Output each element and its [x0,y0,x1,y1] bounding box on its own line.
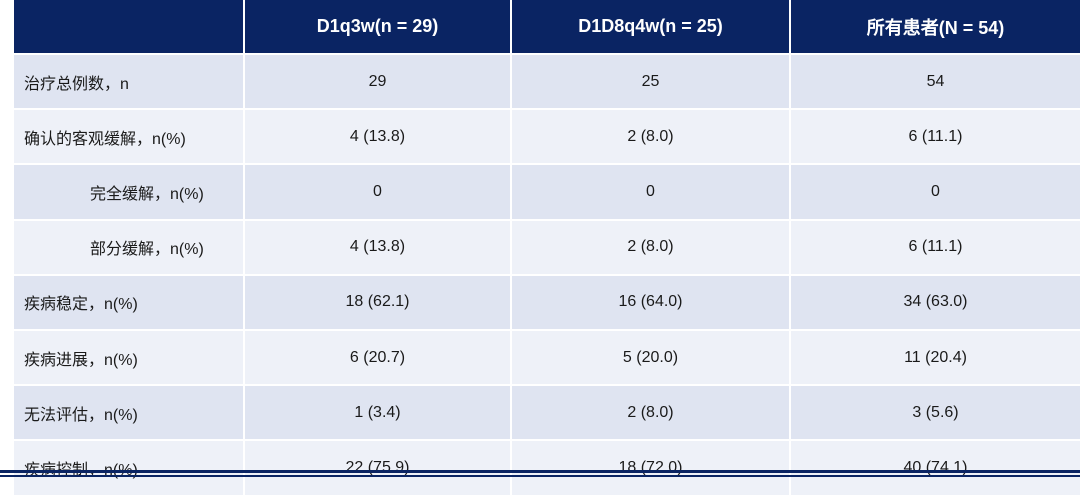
row-value-col-3: 34 (63.0) [790,273,1080,330]
header-d1d8q4w: D1D8q4w(n = 25) [511,0,791,54]
table-row: 完全缓解，n(%) 0 0 0 [14,163,1080,220]
row-value-col-3: 11 (20.4) [790,328,1080,386]
row-value-col-2: 2 (8.0) [511,218,791,275]
row-value-col-1: 4 (13.8) [244,218,512,275]
row-label: 治疗总例数，n [14,52,245,110]
row-label: 完全缓解，n(%) [14,163,245,220]
row-label: 部分缓解，n(%) [14,218,245,275]
row-value-col-3: 3 (5.6) [790,384,1080,441]
row-value-col-1: 18 (62.1) [244,273,512,330]
bottom-rule-secondary [0,475,1080,477]
efficacy-results-table: D1q3w(n = 29) D1D8q4w(n = 25) 所有患者(N = 5… [14,0,1080,495]
table-row: 疾病进展，n(%) 6 (20.7) 5 (20.0) 11 (20.4) [14,328,1080,386]
row-value-col-2: 16 (64.0) [511,273,791,330]
row-value-col-1: 6 (20.7) [244,328,512,386]
table-header-row: D1q3w(n = 29) D1D8q4w(n = 25) 所有患者(N = 5… [14,0,1080,54]
row-value-col-2: 2 (8.0) [511,384,791,441]
row-label: 疾病控制，n(%) [14,439,245,495]
row-value-col-3: 54 [790,52,1080,110]
table-row: 部分缓解，n(%) 4 (13.8) 2 (8.0) 6 (11.1) [14,218,1080,275]
header-all-patients: 所有患者(N = 54) [790,0,1080,54]
table-row: 确认的客观缓解，n(%) 4 (13.8) 2 (8.0) 6 (11.1) [14,108,1080,165]
row-value-col-2: 18 (72.0) [511,439,791,495]
row-value-col-3: 6 (11.1) [790,218,1080,275]
row-value-col-2: 0 [511,163,791,220]
table-row: 无法评估，n(%) 1 (3.4) 2 (8.0) 3 (5.6) [14,384,1080,441]
row-value-col-3: 0 [790,163,1080,220]
row-value-col-1: 1 (3.4) [244,384,512,441]
row-label: 确认的客观缓解，n(%) [14,108,245,165]
header-blank-cell [14,0,245,54]
row-value-col-2: 25 [511,52,791,110]
results-table-wrapper: D1q3w(n = 29) D1D8q4w(n = 25) 所有患者(N = 5… [14,0,1080,495]
header-d1q3w: D1q3w(n = 29) [244,0,512,54]
row-value-col-3: 40 (74.1) [790,439,1080,495]
table-row: 治疗总例数，n 29 25 54 [14,52,1080,110]
row-label: 无法评估，n(%) [14,384,245,441]
row-value-col-1: 4 (13.8) [244,108,512,165]
row-value-col-1: 0 [244,163,512,220]
row-label: 疾病稳定，n(%) [14,273,245,330]
table-row: 疾病控制，n(%)22 (75.9)18 (72.0)40 (74.1) [14,439,1080,495]
bottom-rule [0,470,1080,473]
row-value-col-3: 6 (11.1) [790,108,1080,165]
row-label: 疾病进展，n(%) [14,328,245,386]
table-row: 疾病稳定，n(%) 18 (62.1) 16 (64.0) 34 (63.0) [14,273,1080,330]
row-value-col-1: 22 (75.9) [244,439,512,495]
row-value-col-2: 2 (8.0) [511,108,791,165]
row-value-col-2: 5 (20.0) [511,328,791,386]
row-value-col-1: 29 [244,52,512,110]
